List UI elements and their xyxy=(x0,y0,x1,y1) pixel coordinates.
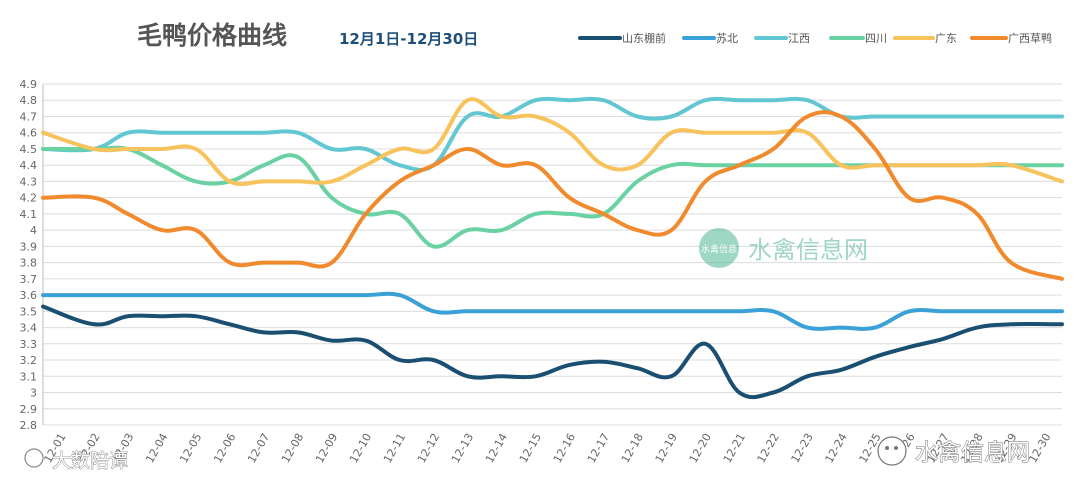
watermark-badge-text: 水禽信息 xyxy=(701,243,737,255)
chart-title: 毛鸭价格曲线 xyxy=(137,21,287,50)
y-tick-label: 3.3 xyxy=(20,338,38,351)
series-line-4 xyxy=(41,97,1064,186)
series-line-1 xyxy=(41,291,1064,331)
series-line-5 xyxy=(41,110,1064,281)
watermark-badge-icon xyxy=(699,228,739,268)
y-tick-label: 3.4 xyxy=(20,322,38,335)
legend-label: 广东 xyxy=(935,32,957,45)
y-tick-label: 4.9 xyxy=(20,78,38,91)
y-tick-label: 4.2 xyxy=(20,192,38,205)
y-tick-label: 4.3 xyxy=(20,175,38,188)
center-watermark: 水禽信息 水禽信息网 xyxy=(699,228,868,268)
legend-label: 四川 xyxy=(865,32,887,45)
chart-subtitle: 12月1日-12月30日 xyxy=(339,30,478,48)
watermark-center-text: 水禽信息网 xyxy=(748,236,868,264)
y-tick-label: 3.9 xyxy=(20,240,38,253)
watermark-bottom-right-text: 水禽信息网 xyxy=(915,440,1030,466)
y-tick-label: 3 xyxy=(30,387,37,400)
y-tick-label: 2.8 xyxy=(20,419,38,432)
y-axis: 4.9 4.8 4.7 4.6 4.5 4.4 4.3 4.2 4.1 4 3.9 3.8 3.7 3.6… xyxy=(20,78,44,432)
series-lines xyxy=(41,96,1064,400)
legend-label: 江西 xyxy=(788,32,810,45)
y-tick-label: 2.9 xyxy=(20,403,38,416)
y-tick-label: 4.8 xyxy=(20,94,38,107)
y-tick-label: 4.6 xyxy=(20,127,38,140)
bottom-left-watermark: 大数陪谭 xyxy=(23,447,128,472)
series-line-2 xyxy=(41,96,1064,172)
y-tick-label: 4 xyxy=(30,224,37,237)
y-tick-label: 3.1 xyxy=(20,370,38,383)
legend-label: 苏北 xyxy=(716,32,738,45)
legend-label: 广西草鸭 xyxy=(1008,32,1052,45)
legend: 山东棚前 苏北 江西 四川 广东 广西草鸭 xyxy=(578,31,1052,45)
y-tick-label: 3.2 xyxy=(20,354,38,367)
y-tick-label: 4.4 xyxy=(20,159,38,172)
y-tick-label: 4.7 xyxy=(20,110,38,123)
y-tick-label: 3.8 xyxy=(20,257,38,270)
y-tick-label: 4.1 xyxy=(20,208,38,221)
y-tick-label: 3.5 xyxy=(20,305,38,318)
watermark-bottom-left-text: 大数陪谭 xyxy=(52,450,128,472)
y-tick-label: 4.5 xyxy=(20,143,38,156)
wechat-logo-eye-left xyxy=(885,446,889,450)
y-tick-label: 3.6 xyxy=(20,289,38,302)
wechat-icon-outline xyxy=(24,448,44,468)
wechat-logo-eye-right xyxy=(894,446,898,450)
wechat-logo-icon xyxy=(877,436,907,466)
series-line-0 xyxy=(41,304,1064,400)
legend-label: 山东棚前 xyxy=(622,31,666,45)
y-tick-label: 3.7 xyxy=(20,273,38,286)
bottom-right-watermark: 水禽信息网 xyxy=(877,436,1030,466)
